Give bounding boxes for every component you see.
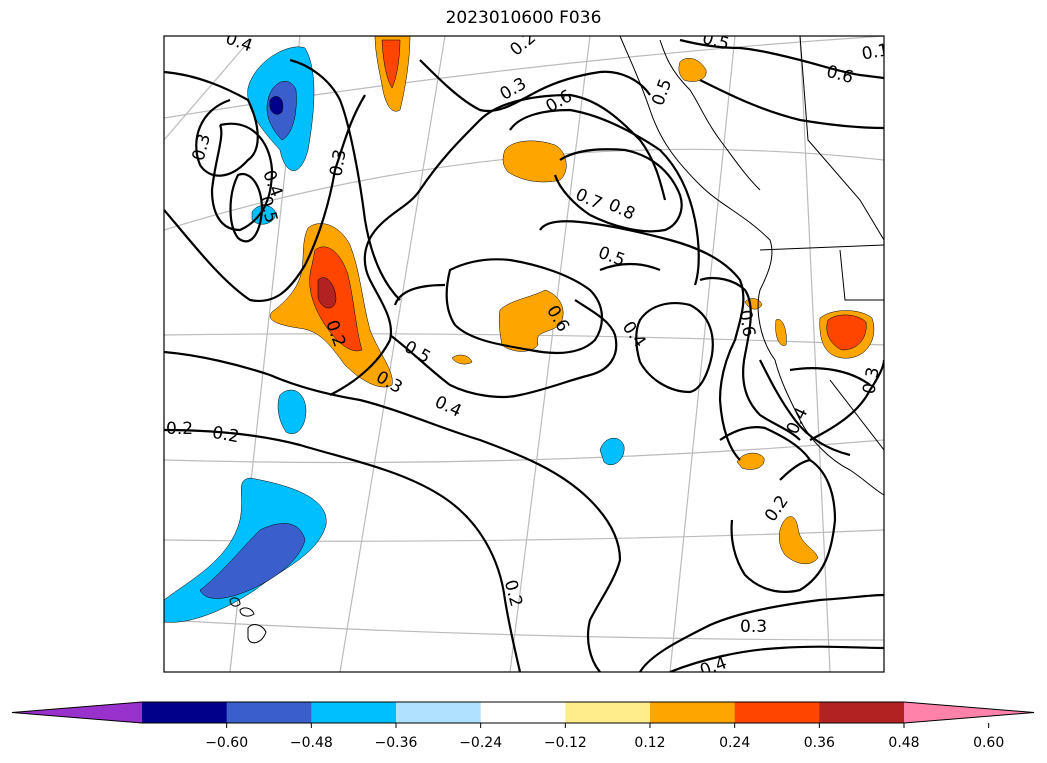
contour-label: 0.3 bbox=[326, 148, 350, 178]
contour-label: 0.4 bbox=[432, 392, 465, 422]
contour-label: 0.8 bbox=[605, 195, 638, 225]
coastlines bbox=[229, 36, 884, 644]
contour-label: 0.5 bbox=[595, 243, 627, 271]
contour-label: 0.1 bbox=[860, 40, 890, 64]
contour-label: 0.7 bbox=[572, 185, 605, 215]
contour-label: 0.2 bbox=[506, 28, 540, 61]
colorbar-extend-high bbox=[904, 702, 1034, 723]
contour-label: 0.4 bbox=[697, 653, 729, 681]
colorbar-tick-label: −0.12 bbox=[544, 735, 587, 751]
contour-label: 0.2 bbox=[211, 423, 241, 447]
contour-label: 0.5 bbox=[700, 28, 731, 54]
contour-lines bbox=[164, 38, 884, 672]
colorbar-segment bbox=[142, 702, 228, 723]
colorbar-segment bbox=[311, 702, 397, 723]
contour-label: 0.3 bbox=[189, 132, 215, 163]
colorbar-tick-label: 0.24 bbox=[719, 735, 750, 751]
colorbar-tick-label: −0.36 bbox=[375, 735, 418, 751]
colorbar-tick-label: 0.36 bbox=[804, 735, 835, 751]
contour-label: 0.4 bbox=[223, 29, 255, 57]
contour-label: 0.2 bbox=[500, 578, 526, 609]
contour-label: 0.3 bbox=[740, 617, 767, 637]
map-panel: 0.4 0.3 0.3 0.4 0.5 0.2 0.3 0.6 0.7 0.8 … bbox=[163, 28, 890, 681]
contour-label: 0.4 bbox=[618, 318, 650, 352]
contour-label: 0.2 bbox=[166, 419, 193, 439]
colorbar-segment bbox=[226, 702, 312, 723]
contour-label: 0.6 bbox=[824, 62, 855, 88]
chart-title: 2023010600 F036 bbox=[445, 8, 602, 28]
colorbar-extend-low bbox=[12, 702, 142, 723]
contour-label: 0.5 bbox=[648, 76, 676, 108]
colorbar-tick-label: −0.48 bbox=[290, 735, 333, 751]
colorbar-outline bbox=[11, 701, 1035, 724]
colorbar-segment bbox=[480, 702, 566, 723]
colorbar-tick-label: 0.60 bbox=[973, 735, 1004, 751]
colorbar-segment bbox=[819, 702, 905, 723]
colorbar-tick-label: 0.12 bbox=[634, 735, 665, 751]
contour-label: 0.5 bbox=[401, 337, 434, 368]
colorbar-segment bbox=[650, 702, 736, 723]
map-frame bbox=[163, 35, 885, 673]
shaded-field bbox=[164, 36, 875, 623]
colorbar-segment bbox=[734, 702, 820, 723]
colorbar-tick-label: −0.60 bbox=[205, 735, 248, 751]
contour-label: 0.3 bbox=[859, 366, 883, 396]
contour-label: 0.6 bbox=[734, 308, 758, 338]
colorbar-tick-label: −0.24 bbox=[459, 735, 502, 751]
colorbar-segment bbox=[396, 702, 482, 723]
colorbar-segment bbox=[565, 702, 651, 723]
colorbar-tick-label: 0.48 bbox=[888, 735, 919, 751]
